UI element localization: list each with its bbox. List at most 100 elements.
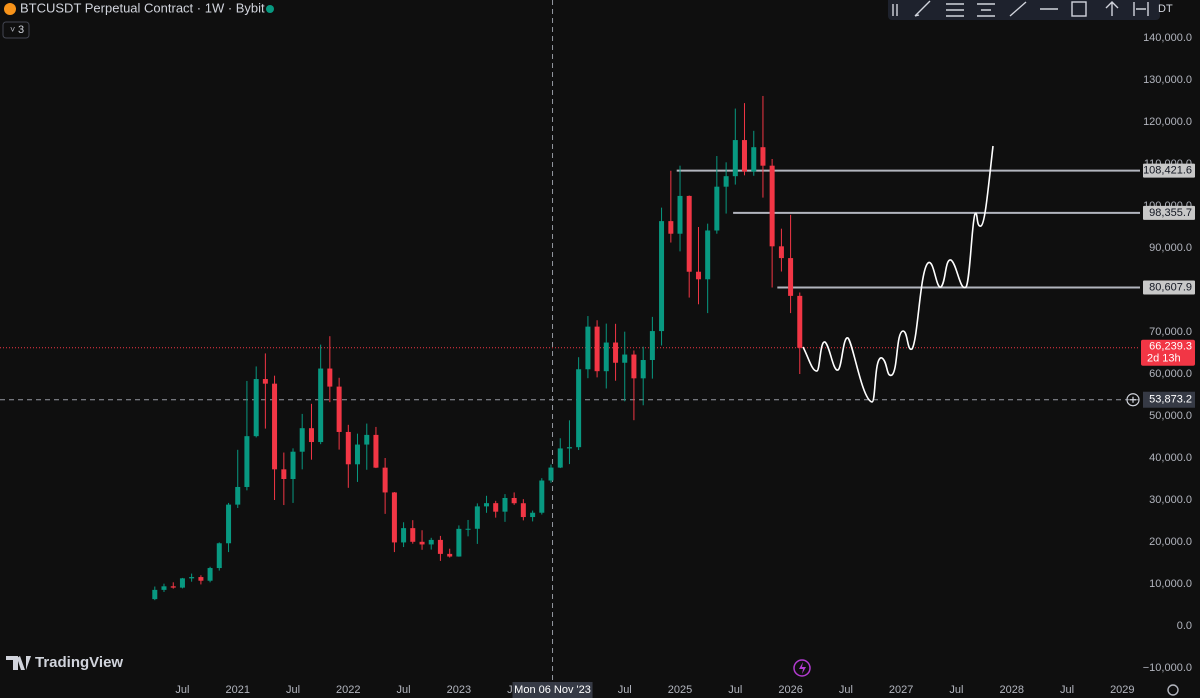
alert-icon[interactable]	[793, 659, 811, 677]
x-tick-label: Jul	[949, 684, 963, 696]
crosshair-y-box	[1143, 391, 1195, 408]
x-tick-label: 2029	[1110, 684, 1134, 696]
candle-body	[235, 486, 241, 505]
candle-body	[281, 469, 287, 480]
tv-logo-text: TradingView	[35, 654, 123, 671]
tool-brush[interactable]	[914, 0, 931, 17]
tool-range[interactable]	[1133, 2, 1149, 16]
tool-trendline[interactable]	[1009, 1, 1027, 17]
level-label: 80,607.9	[1149, 281, 1192, 293]
candle-body	[410, 528, 416, 542]
candle-body	[539, 480, 545, 513]
settings-icon[interactable]	[1167, 684, 1179, 696]
tv-logo-icon	[6, 656, 31, 670]
chevron: ˅	[10, 24, 15, 34]
candle-body	[677, 195, 683, 234]
candle-body	[207, 568, 213, 581]
candle-body	[732, 140, 738, 177]
x-tick-label: 2022	[336, 684, 360, 696]
candle-body	[603, 342, 609, 372]
y-tick-label: 130,000.0	[1143, 74, 1192, 86]
tool-channel[interactable]	[977, 3, 995, 17]
y-tick-label: 140,000.0	[1143, 32, 1192, 44]
candle-body	[244, 436, 250, 487]
y-tick-label: 120,000.0	[1143, 116, 1192, 128]
candle-body	[557, 448, 563, 468]
candle-body	[760, 147, 766, 166]
y-tick-label: 30,000.0	[1149, 494, 1192, 506]
y-tick-label: 40,000.0	[1149, 452, 1192, 464]
alert-bolt	[799, 662, 806, 674]
drawing-toolbar	[888, 0, 1160, 20]
candle-body	[465, 528, 471, 530]
toolbar-bg	[888, 0, 1160, 20]
candle-body	[373, 434, 379, 468]
candle-body	[161, 586, 167, 590]
countdown-label: 2d 13h	[1147, 353, 1181, 365]
symbol-fragment: DT	[1158, 3, 1173, 15]
candle-body	[327, 368, 333, 387]
candle-body	[797, 295, 803, 348]
level-label: 98,355.7	[1149, 207, 1192, 219]
candle-body	[723, 176, 729, 187]
candle-body	[318, 368, 324, 443]
candle-body	[502, 497, 508, 512]
candle-body	[345, 431, 351, 465]
candle-body	[695, 271, 701, 280]
y-tick-label: 10,000.0	[1149, 578, 1192, 590]
candle-body	[585, 326, 591, 370]
symbol-title[interactable]: BTCUSDT Perpetual Contract · 1W · Bybit	[20, 0, 265, 15]
candle-body	[437, 539, 443, 554]
x-tick-label: 2026	[778, 684, 802, 696]
indicator-count: 3	[18, 24, 24, 36]
x-tick-label: 2027	[889, 684, 913, 696]
candle-body	[714, 186, 720, 231]
drawn-projection	[802, 145, 994, 403]
candle-body	[631, 354, 637, 379]
candle-body	[769, 165, 775, 247]
y-tick-label: 70,000.0	[1149, 326, 1192, 338]
candle-body	[308, 428, 314, 443]
symbol-icon	[4, 3, 16, 15]
candle-body	[566, 447, 572, 449]
candle-body	[189, 577, 195, 579]
candle-body	[474, 506, 480, 529]
candle-body	[576, 369, 582, 448]
x-tick-label: 2025	[668, 684, 692, 696]
tool-rect[interactable]	[1071, 1, 1087, 17]
candle-body	[272, 383, 278, 470]
x-tick-label: 2021	[225, 684, 249, 696]
crosshair-x-box	[512, 682, 593, 698]
candle-body	[613, 342, 619, 363]
candle-body	[751, 147, 757, 172]
add-alert-plus	[1130, 396, 1136, 403]
x-tick-label: Jul	[286, 684, 300, 696]
x-tick-label: Jul	[1060, 684, 1074, 696]
indicator-toggle[interactable]	[2, 21, 30, 39]
candle-body	[493, 503, 499, 512]
crosshair-x-label: Mon 06 Nov '23	[514, 684, 591, 696]
x-tick-label: Jul	[397, 684, 411, 696]
level-label: 108,421.6	[1143, 165, 1192, 177]
candle-body	[649, 331, 655, 361]
candle-body	[456, 528, 462, 557]
candle-body	[640, 360, 646, 379]
add-alert-button[interactable]	[1126, 393, 1140, 407]
candle-body	[152, 589, 158, 600]
candle-body	[741, 140, 747, 172]
candle-body	[216, 543, 222, 569]
candle-body	[226, 504, 232, 544]
candle-body	[198, 577, 204, 581]
candle-body	[447, 553, 453, 557]
x-tick-label: Jul	[839, 684, 853, 696]
tool-fib[interactable]	[946, 3, 964, 17]
candle-body	[299, 428, 305, 452]
x-tick-label: Jul	[175, 684, 189, 696]
level-label-bg	[1143, 205, 1195, 220]
tool-measure[interactable]	[1105, 1, 1119, 16]
candle-body	[778, 246, 784, 259]
candle-body	[262, 379, 268, 384]
